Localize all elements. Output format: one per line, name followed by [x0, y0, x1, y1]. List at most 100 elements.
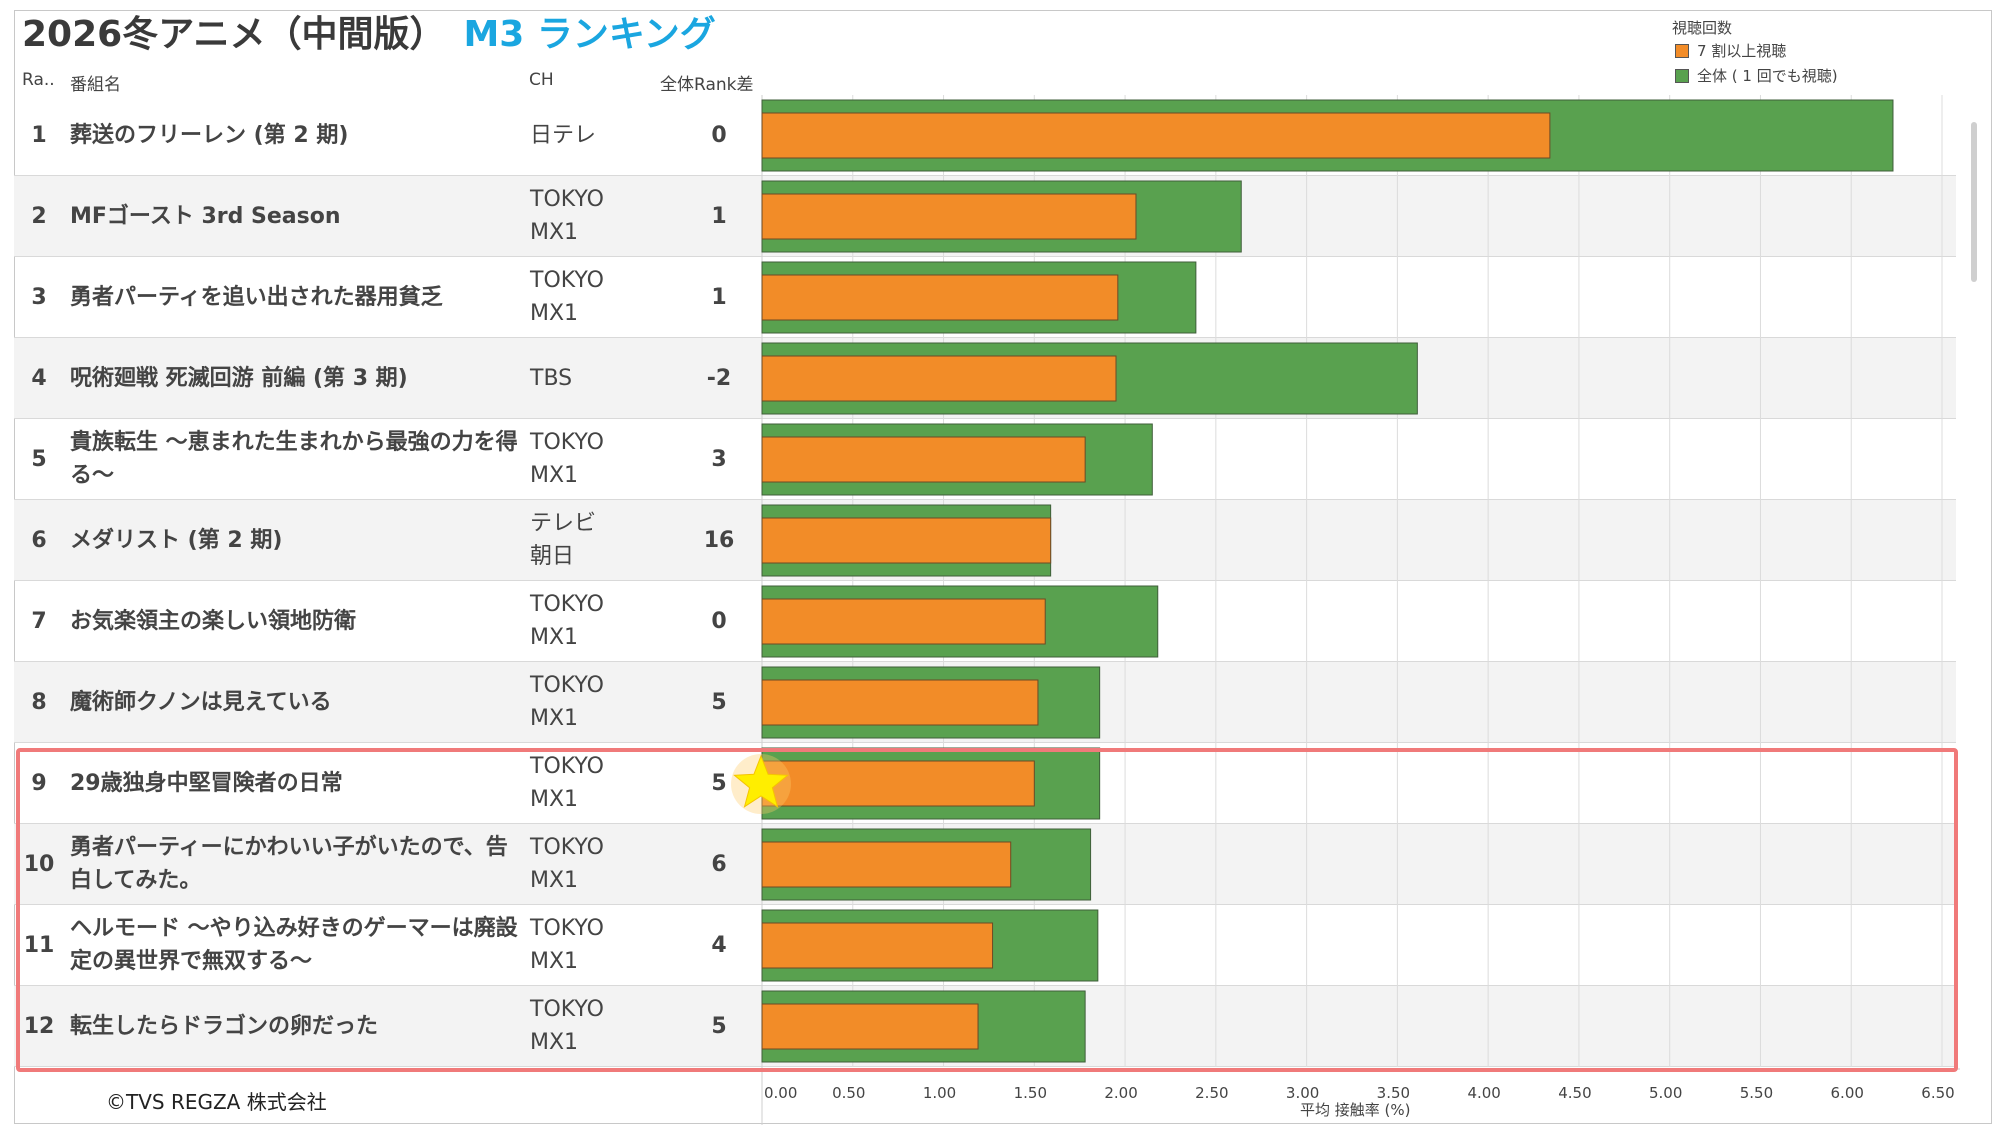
- star-icon: [733, 754, 789, 808]
- title-cell: 29歳独身中堅冒険者の日常: [70, 743, 520, 823]
- x-tick-label: 0.00: [764, 1084, 797, 1102]
- legend-item-green[interactable]: 全体 ( 1 回でも視聴): [1675, 63, 1838, 88]
- header-name[interactable]: 番組名: [70, 75, 121, 95]
- channel-text: 日テレ: [530, 122, 597, 148]
- channel-cell: 日テレ: [530, 95, 670, 175]
- rank-cell: 7: [31, 608, 47, 634]
- bar-70pct[interactable]: [761, 274, 1119, 321]
- x-tick-label: 3.50: [1377, 1084, 1410, 1102]
- channel-text: テレビ朝日: [530, 511, 597, 569]
- channel-cell: TOKYO MX1: [530, 581, 670, 661]
- rank-cell: 2: [31, 203, 47, 229]
- bar-70pct[interactable]: [761, 760, 1035, 807]
- rank-diff-cell: 0: [711, 608, 727, 634]
- x-tick-label: 0.50: [832, 1084, 865, 1102]
- bar-70pct[interactable]: [761, 598, 1046, 645]
- x-tick-label: 5.00: [1649, 1084, 1682, 1102]
- vertical-scrollbar[interactable]: [1971, 122, 1977, 282]
- rank-cell: 10: [23, 851, 55, 877]
- legend-swatch-orange: [1675, 43, 1689, 58]
- rank-cell: 11: [23, 932, 55, 958]
- channel-text: TOKYO MX1: [530, 835, 604, 893]
- channel-cell: TOKYO MX1: [530, 176, 670, 256]
- rank-diff-cell: -2: [706, 365, 732, 391]
- rank-cell: 1: [31, 122, 47, 148]
- bar-70pct[interactable]: [761, 1003, 979, 1050]
- rank-diff-cell: 6: [711, 851, 727, 877]
- bar-70pct[interactable]: [761, 436, 1086, 483]
- rank-diff-cell: 5: [711, 770, 727, 796]
- channel-cell: TOKYO MX1: [530, 257, 670, 337]
- bar-70pct[interactable]: [761, 355, 1117, 402]
- title-text: お気楽領主の楽しい領地防衛: [70, 608, 357, 634]
- rank-cell: 9: [31, 770, 47, 796]
- channel-cell: TOKYO MX1: [530, 824, 670, 904]
- table-row[interactable]: 11 ヘルモード ～やり込み好きのゲーマーは廃設定の異世界で無双する～ TOKYO …: [14, 905, 1956, 986]
- legend-swatch-green: [1675, 68, 1689, 83]
- channel-cell: TOKYO MX1: [530, 743, 670, 823]
- title-cell: 転生したらドラゴンの卵だった: [70, 986, 520, 1066]
- channel-text: TOKYO MX1: [530, 187, 604, 245]
- title-text: 呪術廻戦 死滅回游 前編 (第 3 期): [70, 365, 408, 391]
- channel-text: TOKYO MX1: [530, 754, 604, 812]
- header-ch[interactable]: CH: [529, 70, 554, 90]
- legend-label-orange: 7 割以上視聴: [1697, 42, 1787, 60]
- bar-70pct[interactable]: [761, 193, 1137, 240]
- channel-cell: TBS: [530, 338, 670, 418]
- x-tick-label: 4.00: [1467, 1084, 1500, 1102]
- bar-70pct[interactable]: [761, 112, 1551, 159]
- table-row[interactable]: 5 貴族転生 ～恵まれた生まれから最強の力を得る～ TOKYO MX1 3: [14, 419, 1956, 500]
- title-cell: MFゴースト 3rd Season: [70, 176, 520, 256]
- title-text: 魔術師クノンは見えている: [70, 689, 332, 715]
- x-tick-label: 2.50: [1195, 1084, 1228, 1102]
- header-rank[interactable]: Ra..: [22, 70, 55, 90]
- legend-item-orange[interactable]: 7 割以上視聴: [1675, 38, 1838, 63]
- table-row[interactable]: 1 葬送のフリーレン (第 2 期) 日テレ 0: [14, 95, 1956, 176]
- channel-text: TOKYO MX1: [530, 673, 604, 731]
- bar-70pct[interactable]: [761, 679, 1039, 726]
- title-cell: 呪術廻戦 死滅回游 前編 (第 3 期): [70, 338, 520, 418]
- title-sub: M3 ランキング: [463, 14, 716, 55]
- title-cell: ヘルモード ～やり込み好きのゲーマーは廃設定の異世界で無双する～: [70, 905, 520, 985]
- rank-cell: 5: [31, 446, 47, 472]
- title-text: 勇者パーティを追い出された器用貧乏: [70, 284, 443, 310]
- x-tick-label: 1.50: [1014, 1084, 1047, 1102]
- title-text: 29歳独身中堅冒険者の日常: [70, 770, 343, 796]
- title-text: MFゴースト 3rd Season: [70, 203, 341, 229]
- x-axis-label: 平均 接触率 (%): [1300, 1101, 1411, 1119]
- bar-70pct[interactable]: [761, 517, 1052, 564]
- channel-text: TBS: [530, 365, 573, 391]
- title-cell: 勇者パーティーにかわいい子がいたので、告白してみた。: [70, 824, 520, 904]
- title-cell: 魔術師クノンは見えている: [70, 662, 520, 742]
- title-text: ヘルモード ～やり込み好きのゲーマーは廃設定の異世界で無双する～: [70, 916, 518, 974]
- title-text: 葬送のフリーレン (第 2 期): [70, 122, 349, 148]
- title-cell: 勇者パーティを追い出された器用貧乏: [70, 257, 520, 337]
- channel-cell: TOKYO MX1: [530, 662, 670, 742]
- table-row[interactable]: 7 お気楽領主の楽しい領地防衛 TOKYO MX1 0: [14, 581, 1956, 662]
- highlight-box: [16, 748, 1958, 1072]
- legend-title: 視聴回数: [1672, 19, 1733, 37]
- rank-cell: 6: [31, 527, 47, 553]
- channel-text: TOKYO MX1: [530, 997, 604, 1055]
- legend: 視聴回数 7 割以上視聴 全体 ( 1 回でも視聴): [1672, 18, 1838, 88]
- bar-70pct[interactable]: [761, 922, 994, 969]
- rank-diff-cell: 1: [711, 203, 727, 229]
- header-diff[interactable]: 全体Rank差: [660, 75, 754, 95]
- title-text: 勇者パーティーにかわいい子がいたので、告白してみた。: [70, 835, 508, 893]
- title-cell: お気楽領主の楽しい領地防衛: [70, 581, 520, 661]
- rank-cell: 4: [31, 365, 47, 391]
- x-tick-label: 4.50: [1558, 1084, 1591, 1102]
- title-cell: 貴族転生 ～恵まれた生まれから最強の力を得る～: [70, 419, 520, 499]
- table-row[interactable]: 9 29歳独身中堅冒険者の日常 TOKYO MX1 5: [14, 743, 1956, 824]
- rank-diff-cell: 16: [703, 527, 735, 553]
- title-main: 2026冬アニメ（中間版）: [22, 14, 446, 55]
- channel-text: TOKYO MX1: [530, 592, 604, 650]
- x-tick-label: 6.00: [1831, 1084, 1864, 1102]
- table-row[interactable]: 3 勇者パーティを追い出された器用貧乏 TOKYO MX1 1: [14, 257, 1956, 338]
- bar-70pct[interactable]: [761, 841, 1012, 888]
- title-text: 貴族転生 ～恵まれた生まれから最強の力を得る～: [70, 430, 518, 488]
- rank-diff-cell: 5: [711, 1013, 727, 1039]
- channel-text: TOKYO MX1: [530, 916, 604, 974]
- x-tick-label: 2.00: [1104, 1084, 1137, 1102]
